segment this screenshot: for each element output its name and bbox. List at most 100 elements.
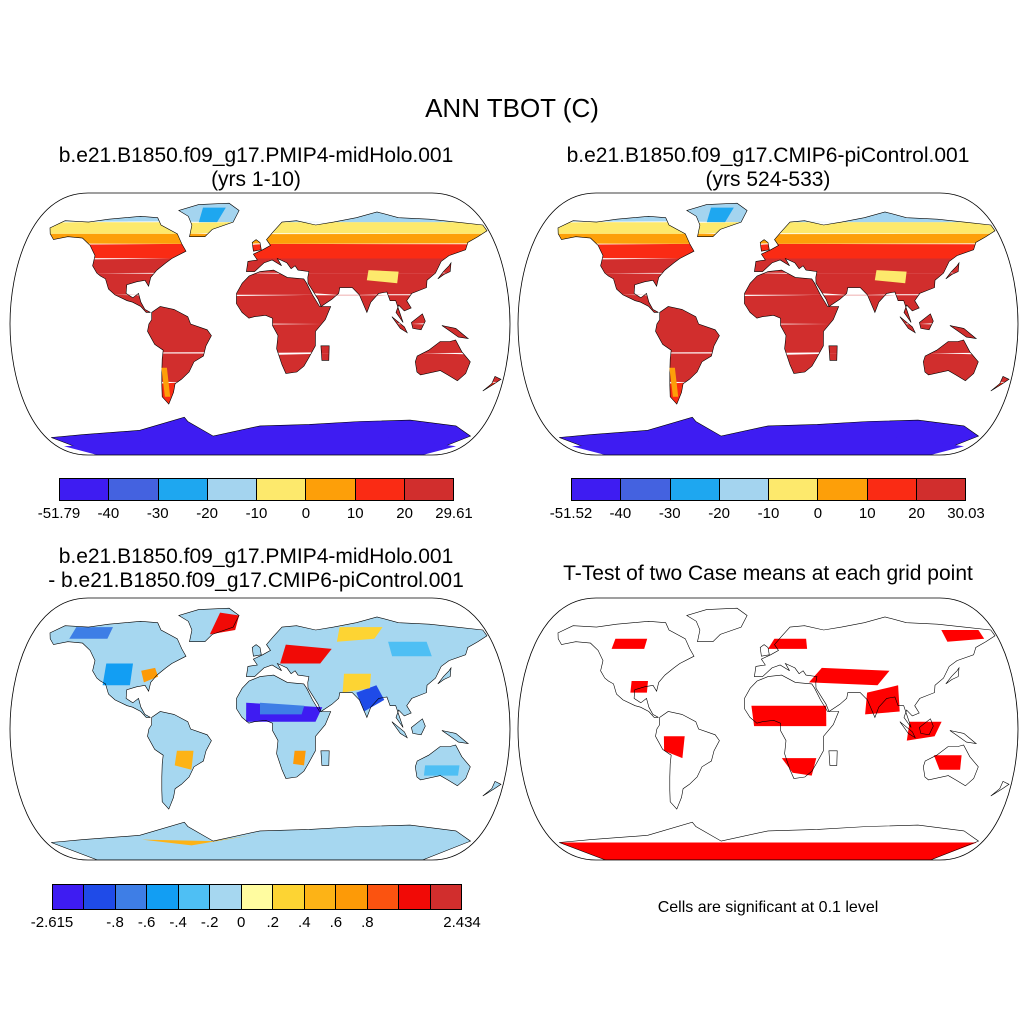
sumatra-outline [391,316,408,334]
cb1-tick-label: -10 [245,505,268,522]
panel3-colorbar [52,884,462,910]
borneo-outline [919,313,934,331]
australia-zone [415,353,471,381]
cb2-tick-label: 10 [858,505,876,522]
cb1-tick-label: 10 [346,505,364,522]
japan-outline [945,261,960,280]
namerica-zone [604,273,662,295]
cb3-swatch [367,885,400,909]
significant-region [809,667,890,686]
cb3-swatch [84,885,116,909]
greenland-ice [706,207,734,223]
panel2-map [517,192,1019,456]
borneo-zone [411,313,426,324]
africa-zone [765,270,787,273]
cb2-swatch [572,479,622,500]
greenland-zone [189,233,208,237]
panel4-map [517,597,1019,861]
cb2-swatch [916,479,965,500]
anomaly-patch [388,641,432,657]
cb2-tick-label: -30 [658,505,681,522]
newguinea-outline [441,325,470,340]
cb2-swatch [867,479,917,500]
sumatra-zone [905,324,916,333]
significant-region [933,755,962,770]
eurasia-zone [282,211,456,223]
cb1-tick-label: 20 [396,505,413,522]
madagascar-zone [321,353,330,361]
anomaly-patch [293,750,306,766]
significant-region [941,630,985,642]
cb2-tick-label: -40 [609,505,632,522]
panel1-map [9,192,511,456]
africa-base [236,675,331,779]
samerica-outline [147,306,212,405]
australia-outline [414,744,471,787]
namerica-zone [89,243,186,259]
significant-region [663,736,685,759]
madagascar-zone [829,353,838,361]
samerica-outline [655,711,720,810]
newguinea-zone [949,325,977,339]
borneo-base [411,718,426,735]
greenland-ice [198,207,226,223]
namerica-outline [49,620,187,718]
panel4-title-line1: T-Test of two Case means at each grid po… [563,562,973,585]
uk-base [252,644,262,657]
panel3-title: b.e21.B1850.f09_g17.PMIP4-midHolo.001 - … [0,545,512,593]
anomaly-patch [342,673,371,693]
eurasia-zone [246,258,446,274]
japan-outline [945,666,960,685]
australia-outline [414,339,471,382]
samerica-outline [655,306,720,405]
significant-region [559,842,977,860]
cb3-swatch [53,885,85,909]
namerica-zone [96,273,154,295]
namerica-zone [558,222,686,234]
cb1-swatch [207,479,257,500]
nz-outline [482,780,502,797]
africa-zone [236,294,331,324]
significant-region [768,638,808,649]
cb3-tick-label: 0 [237,914,246,931]
newguinea-zone [441,325,469,339]
madagascar-outline [320,345,330,361]
africa-zone [780,324,830,353]
cb1-tick-label: -51.79 [37,505,81,522]
panel3-map [9,597,511,861]
australia-outline [922,339,979,382]
africa-zone [236,273,313,295]
eurasia-zone [779,222,995,234]
eurasia-zone [815,273,944,295]
madagascar-zone [320,345,330,354]
namerica-outline [557,620,695,718]
anomaly-patch [69,627,113,639]
nz-outline [990,375,1010,392]
namerica-zone [50,222,178,234]
uk-zone [252,239,261,244]
anomaly-patch [141,667,159,683]
sumatra-zone [397,324,408,333]
antarctica-interior [572,434,964,455]
madagascar-outline [320,750,330,766]
cb3-swatch [115,885,148,909]
cb3-tick-label: .6 [329,914,343,931]
figure-title: ANN TBOT (C) [425,93,599,123]
panel2-title-line2: (yrs 524-533) [705,168,831,191]
map-border [9,597,511,861]
cb3-swatch [241,885,274,909]
uk-outline [251,644,262,657]
madagascar-outline [828,750,838,766]
borneo-outline [411,718,426,736]
anomaly-patch [174,750,194,770]
africa-zone [744,273,821,295]
africa-outline [744,674,840,779]
anomaly-patch [260,702,305,715]
madagascar-base [320,750,330,766]
eurasia-zone [790,211,964,223]
anomaly-patch [280,644,332,664]
panel1-title-line1: b.e21.B1850.f09_g17.PMIP4-midHolo.001 [58,144,454,167]
eurasia-zone [315,294,412,323]
japan-outline [437,261,452,280]
borneo-outline [411,313,426,331]
